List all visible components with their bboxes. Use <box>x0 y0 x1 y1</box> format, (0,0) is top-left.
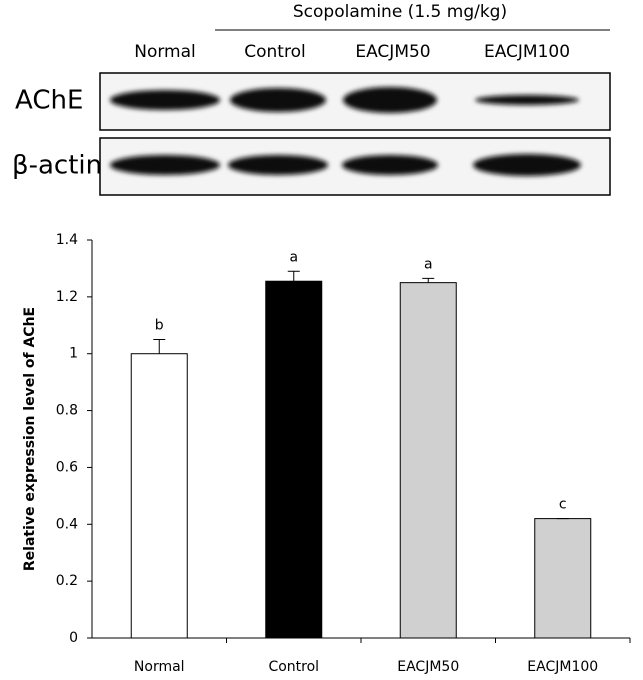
y-axis-label: Relative expression level of AChE <box>22 307 38 571</box>
x-tick-label: EACJM100 <box>527 659 598 675</box>
significance-label: c <box>559 497 567 513</box>
significance-label: a <box>424 256 433 272</box>
lane-label: EACJM100 <box>484 42 570 62</box>
bar <box>534 518 592 639</box>
y-tick-label: 0.8 <box>56 403 78 419</box>
lane-label: Normal <box>134 42 196 62</box>
lane-label: EACJM50 <box>355 42 430 62</box>
lane-label: Control <box>244 42 305 62</box>
y-tick-label: 0.6 <box>56 459 78 475</box>
bar <box>265 280 323 639</box>
x-tick-label: Normal <box>134 659 185 675</box>
x-tick-label: Control <box>268 659 319 675</box>
y-tick-label: 0.4 <box>56 516 78 532</box>
y-tick-label: 0 <box>69 630 78 646</box>
blot-bands <box>110 87 581 176</box>
y-tick-label: 1.2 <box>56 289 78 305</box>
bar <box>399 282 457 639</box>
x-tick-label: EACJM50 <box>397 659 459 675</box>
y-tick-label: 1.4 <box>56 232 78 248</box>
y-tick-label: 0.2 <box>56 573 78 589</box>
significance-label: a <box>289 249 298 265</box>
row-label: β-actin <box>12 151 102 181</box>
y-tick-label: 1 <box>69 346 78 362</box>
bar <box>130 353 188 639</box>
significance-label: b <box>155 318 164 334</box>
row-label: AChE <box>15 86 83 116</box>
group-label: Scopolamine (1.5 mg/kg) <box>293 2 507 22</box>
